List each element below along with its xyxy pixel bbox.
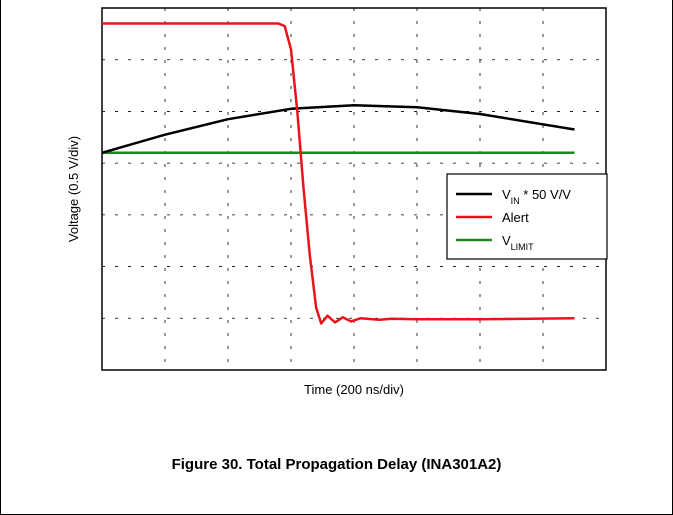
legend-label: VIN * 50 V/V [502, 187, 571, 206]
legend: VIN * 50 V/V Alert VLIMIT [446, 173, 608, 260]
legend-label: VLIMIT [502, 233, 534, 252]
series-line-alert [102, 22, 575, 325]
y-axis-label: Voltage (0.5 V/div) [66, 136, 81, 242]
series-line-vin-50-v-v [101, 103, 575, 155]
grid [102, 8, 606, 370]
legend-label: Alert [502, 210, 529, 225]
traces [101, 22, 575, 325]
x-axis-label: Time (200 ns/div) [304, 382, 404, 397]
figure-caption: Figure 30. Total Propagation Delay (INA3… [171, 456, 502, 473]
propagation-delay-chart: Time (200 ns/div) Voltage (0.5 V/div) VI… [66, 7, 608, 397]
